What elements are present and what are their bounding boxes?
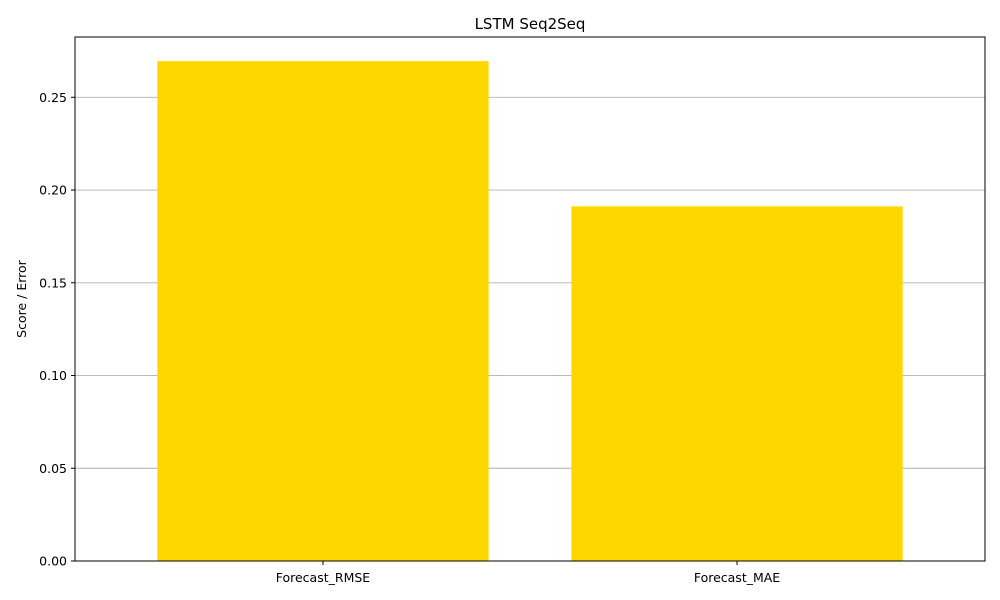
y-axis: 0.00 0.05 0.10 0.15 0.20 0.25 (39, 90, 75, 569)
y-tick-label: 0.10 (39, 368, 67, 383)
y-axis-label: Score / Error (14, 259, 29, 337)
x-axis: Forecast_RMSE Forecast_MAE (276, 561, 780, 585)
y-tick-label: 0.05 (39, 461, 67, 476)
y-tick-label: 0.20 (39, 183, 67, 198)
y-tick-label: 0.15 (39, 275, 67, 290)
chart-title: LSTM Seq2Seq (475, 15, 586, 33)
axes-frame (74, 36, 986, 562)
bars (157, 61, 903, 562)
y-tick-label: 0.00 (39, 554, 67, 569)
x-tick-label: Forecast_MAE (694, 570, 780, 585)
x-tick-label: Forecast_RMSE (276, 570, 371, 585)
bar-forecast-rmse (157, 61, 489, 561)
y-tick-label: 0.25 (39, 90, 67, 105)
bar-forecast-mae (571, 206, 903, 562)
